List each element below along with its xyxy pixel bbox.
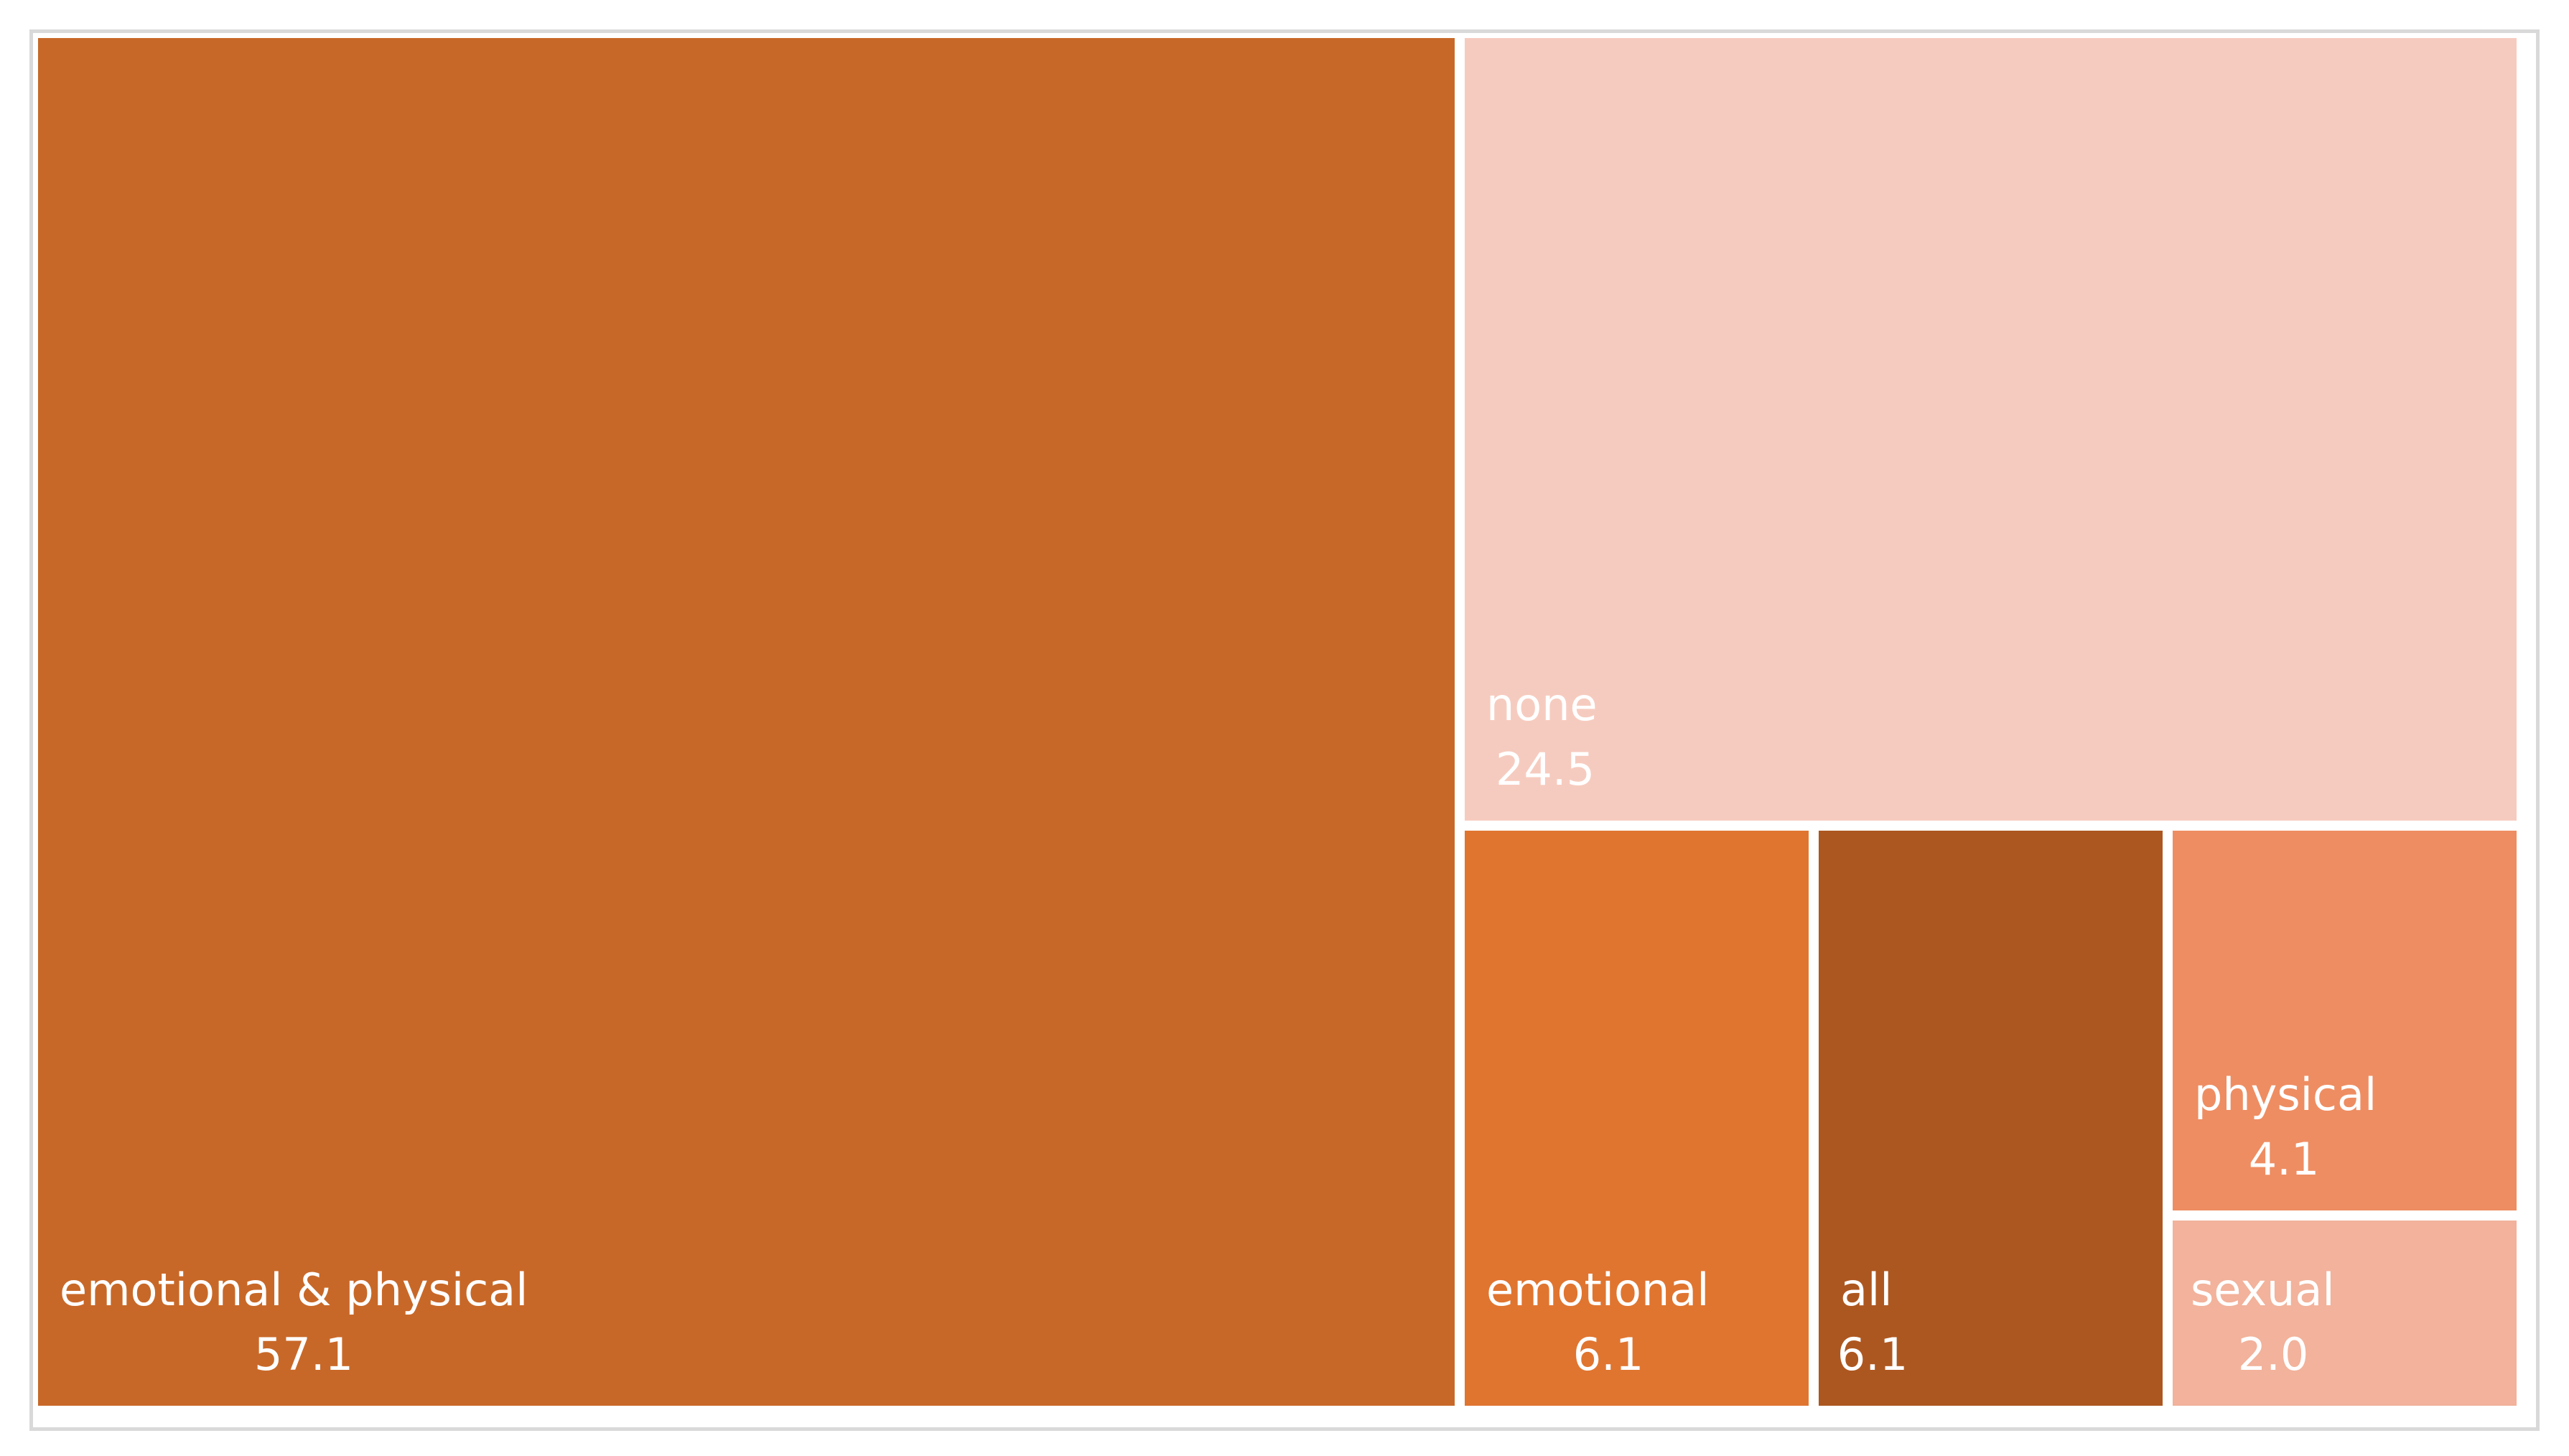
treemap-chart: emotional & physical 57.1 none 24.5 emotiona… (38, 38, 2517, 1406)
tile-value: 4.1 (2248, 1133, 2320, 1185)
tile-value: 2.0 (2237, 1328, 2309, 1381)
treemap-tile-physical: physical 4.1 (2173, 831, 2517, 1210)
treemap-tile-none: none 24.5 (1465, 38, 2517, 821)
treemap-tile-all: all 6.1 (1819, 831, 2163, 1406)
tile-value: 24.5 (1495, 743, 1595, 795)
tile-value: 6.1 (1572, 1328, 1644, 1381)
treemap-tile-sexual: sexual 2.0 (2173, 1221, 2517, 1406)
treemap-tile-emotional: emotional 6.1 (1465, 831, 1809, 1406)
tile-label: none (1486, 678, 1598, 731)
tile-value: 6.1 (1837, 1328, 1908, 1381)
tile-label: emotional & physical (60, 1264, 528, 1316)
tile-label: all (1840, 1264, 1893, 1316)
tile-label: physical (2194, 1068, 2377, 1121)
tile-label: sexual (2191, 1264, 2335, 1316)
treemap-tile-emotional-and-physical: emotional & physical 57.1 (38, 38, 1455, 1406)
tile-label: emotional (1486, 1264, 1710, 1316)
tile-value: 57.1 (253, 1328, 354, 1381)
